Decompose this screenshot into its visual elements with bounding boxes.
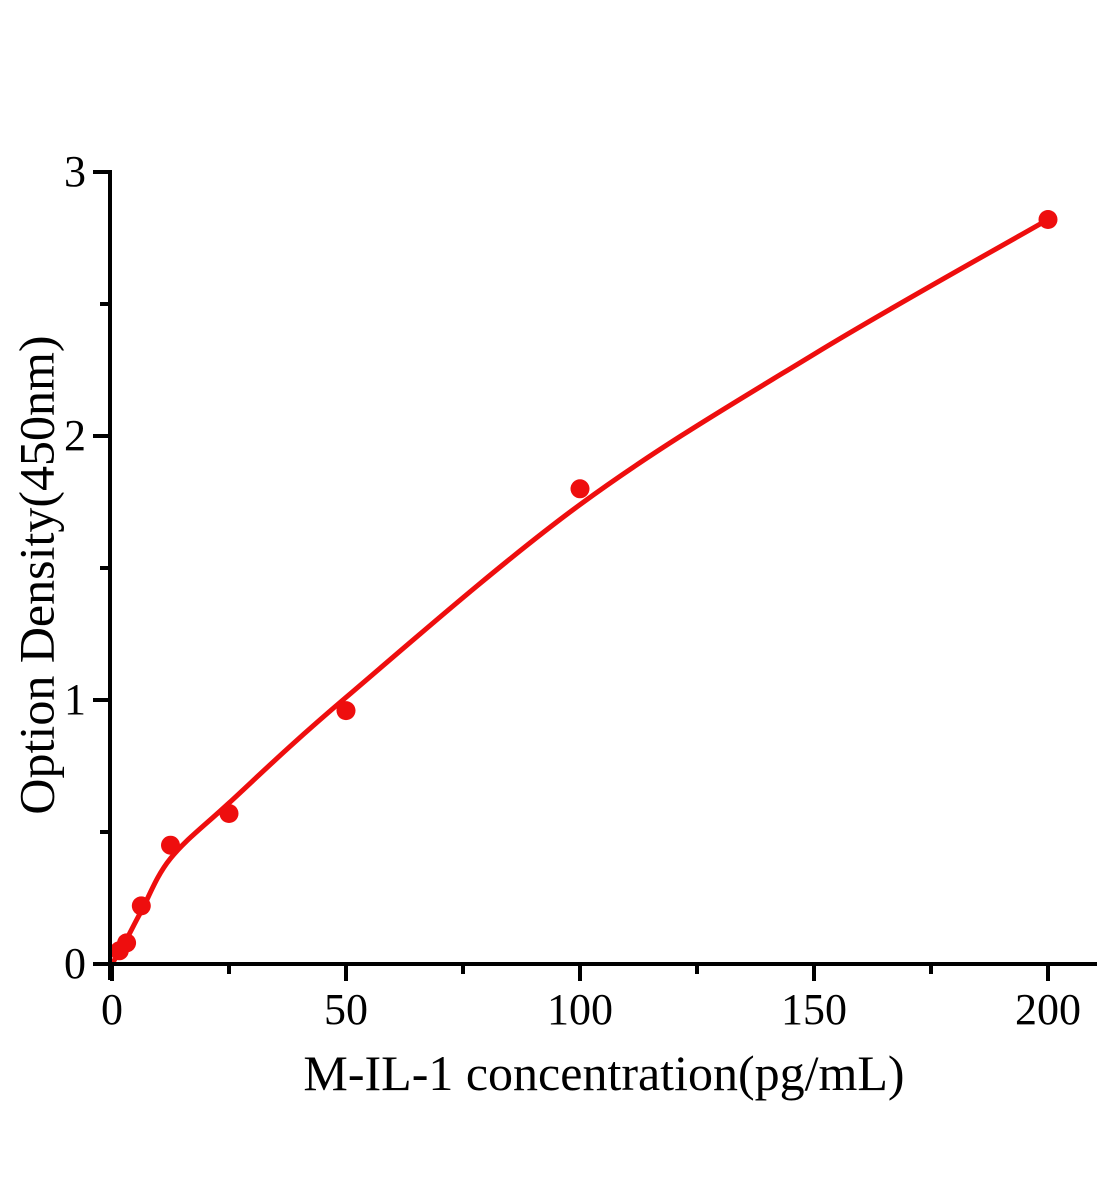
data-point [336,701,356,721]
y-tick-label: 1 [64,675,86,724]
x-tick-label: 100 [547,985,613,1034]
axes-layer [93,170,1097,981]
y-tick-label: 2 [64,411,86,460]
y-tick-label: 3 [64,147,86,196]
data-point [219,804,239,823]
data-point [570,479,590,499]
y-tick-label: 0 [64,939,86,988]
data-point [117,933,137,953]
x-tick-label: 150 [781,985,847,1034]
fit-curve [109,217,1051,967]
data-point [1038,210,1058,229]
x-tick-label: 200 [1015,985,1081,1034]
data-point [131,896,151,916]
x-axis-title: M-IL-1 concentration(pg/mL) [303,1045,905,1101]
x-tick-label: 50 [324,985,368,1034]
y-axis-title: Option Density(450nm) [8,335,65,815]
x-tick-label: 0 [101,985,123,1034]
data-point [161,835,180,855]
series-layer [109,210,1058,967]
